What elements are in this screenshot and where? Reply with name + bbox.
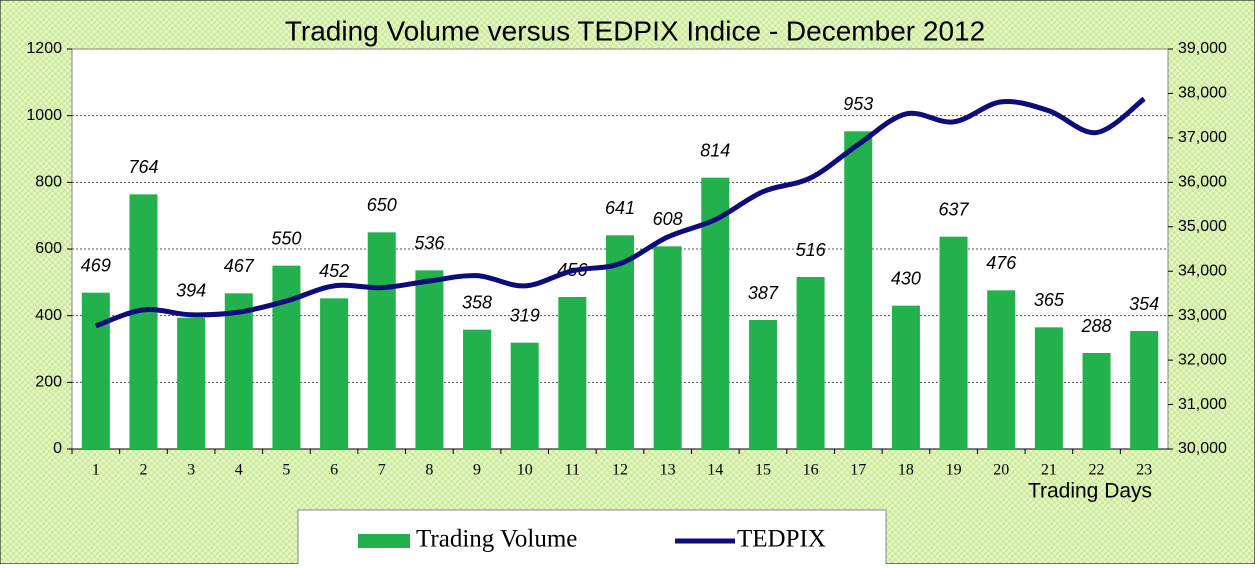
bar bbox=[463, 329, 492, 449]
bar bbox=[987, 290, 1016, 449]
x-tick-label: 16 bbox=[803, 462, 819, 479]
bar bbox=[415, 270, 444, 449]
line bbox=[94, 96, 1146, 329]
y-tick-label: 800 bbox=[35, 174, 62, 191]
y2-tick-label: 34,000 bbox=[1178, 262, 1227, 279]
chart-title: Trading Volume versus TEDPIX Indice - De… bbox=[285, 15, 985, 46]
y2-tick-label: 31,000 bbox=[1178, 396, 1227, 413]
bar bbox=[272, 265, 301, 449]
data-label: 608 bbox=[653, 209, 683, 229]
x-tick-label: 9 bbox=[473, 462, 481, 479]
legend-label: TEDPIX bbox=[737, 526, 826, 553]
data-label: 469 bbox=[81, 255, 111, 275]
bar bbox=[606, 235, 634, 449]
x-tick-label: 14 bbox=[707, 462, 723, 479]
bar bbox=[558, 297, 587, 449]
y2-tick-label: 39,000 bbox=[1178, 40, 1227, 57]
x-tick-label: 13 bbox=[660, 462, 676, 479]
y-tick-label: 600 bbox=[35, 240, 62, 257]
data-label: 641 bbox=[605, 198, 635, 218]
x-tick-label: 10 bbox=[517, 462, 533, 479]
data-label: 637 bbox=[939, 199, 970, 219]
bar bbox=[81, 292, 110, 449]
data-label: 814 bbox=[700, 140, 730, 160]
x-tick-label: 20 bbox=[993, 462, 1009, 479]
data-label: 365 bbox=[1034, 290, 1065, 310]
legend-label: Trading Volume bbox=[416, 526, 577, 553]
data-label: 764 bbox=[128, 157, 158, 177]
x-tick-label: 21 bbox=[1041, 462, 1057, 479]
y-tick-label: 1000 bbox=[26, 107, 62, 124]
y-tick-label: 400 bbox=[35, 307, 62, 324]
y-tick-label: 0 bbox=[53, 440, 62, 457]
x-tick-label: 8 bbox=[425, 462, 433, 479]
x-tick-label: 12 bbox=[612, 462, 628, 479]
x-tick-label: 5 bbox=[282, 462, 290, 479]
bar bbox=[1034, 327, 1063, 449]
x-tick-label: 15 bbox=[755, 462, 771, 479]
data-label: 430 bbox=[891, 268, 921, 288]
x-tick-label: 23 bbox=[1136, 462, 1152, 479]
legend-swatch bbox=[358, 534, 410, 548]
data-label: 536 bbox=[414, 233, 445, 253]
x-axis-label: Trading Days bbox=[1028, 480, 1152, 503]
bar bbox=[891, 305, 920, 449]
bar bbox=[1130, 331, 1159, 449]
data-label: 467 bbox=[224, 256, 255, 276]
x-tick-label: 19 bbox=[946, 462, 962, 479]
data-label: 452 bbox=[319, 261, 349, 281]
y2-tick-label: 36,000 bbox=[1178, 174, 1227, 191]
bar bbox=[796, 277, 825, 449]
data-label: 288 bbox=[1080, 316, 1111, 336]
bar bbox=[129, 194, 158, 449]
y2-tick-label: 38,000 bbox=[1178, 85, 1227, 102]
y2-tick-label: 35,000 bbox=[1178, 218, 1227, 235]
bar bbox=[844, 131, 873, 450]
y2-tick-label: 30,000 bbox=[1178, 440, 1227, 457]
bar bbox=[748, 320, 777, 449]
data-label: 516 bbox=[796, 240, 827, 260]
x-tick-label: 17 bbox=[850, 462, 866, 479]
x-tick-label: 3 bbox=[187, 462, 195, 479]
y2-tick-label: 33,000 bbox=[1178, 307, 1227, 324]
legend bbox=[297, 509, 887, 567]
bar bbox=[367, 232, 396, 449]
bar bbox=[177, 317, 206, 449]
bar bbox=[653, 246, 682, 449]
y-tick-label: 1200 bbox=[26, 40, 62, 57]
data-label: 354 bbox=[1129, 294, 1159, 314]
bar bbox=[510, 342, 539, 449]
bar bbox=[1082, 353, 1111, 449]
data-label: 387 bbox=[748, 283, 779, 303]
x-tick-label: 4 bbox=[235, 462, 243, 479]
data-label: 476 bbox=[986, 253, 1017, 273]
data-label: 394 bbox=[176, 280, 206, 300]
data-label: 319 bbox=[510, 305, 540, 325]
x-tick-label: 2 bbox=[139, 462, 147, 479]
x-tick-label: 6 bbox=[330, 462, 338, 479]
y2-tick-label: 37,000 bbox=[1178, 129, 1227, 146]
data-label: 650 bbox=[367, 195, 397, 215]
x-tick-label: 1 bbox=[92, 462, 100, 479]
bar bbox=[939, 236, 968, 449]
x-tick-label: 11 bbox=[565, 462, 580, 479]
data-label: 953 bbox=[843, 94, 873, 114]
x-tick-label: 18 bbox=[898, 462, 914, 479]
x-tick-label: 22 bbox=[1089, 462, 1105, 479]
y-tick-label: 200 bbox=[35, 374, 62, 391]
y2-tick-label: 32,000 bbox=[1178, 351, 1227, 368]
bar bbox=[320, 298, 349, 449]
x-tick-label: 7 bbox=[378, 462, 386, 479]
bar bbox=[224, 293, 253, 449]
data-label: 358 bbox=[462, 292, 492, 312]
data-label: 550 bbox=[271, 228, 301, 248]
